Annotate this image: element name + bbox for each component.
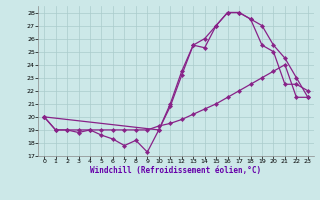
X-axis label: Windchill (Refroidissement éolien,°C): Windchill (Refroidissement éolien,°C): [91, 166, 261, 175]
